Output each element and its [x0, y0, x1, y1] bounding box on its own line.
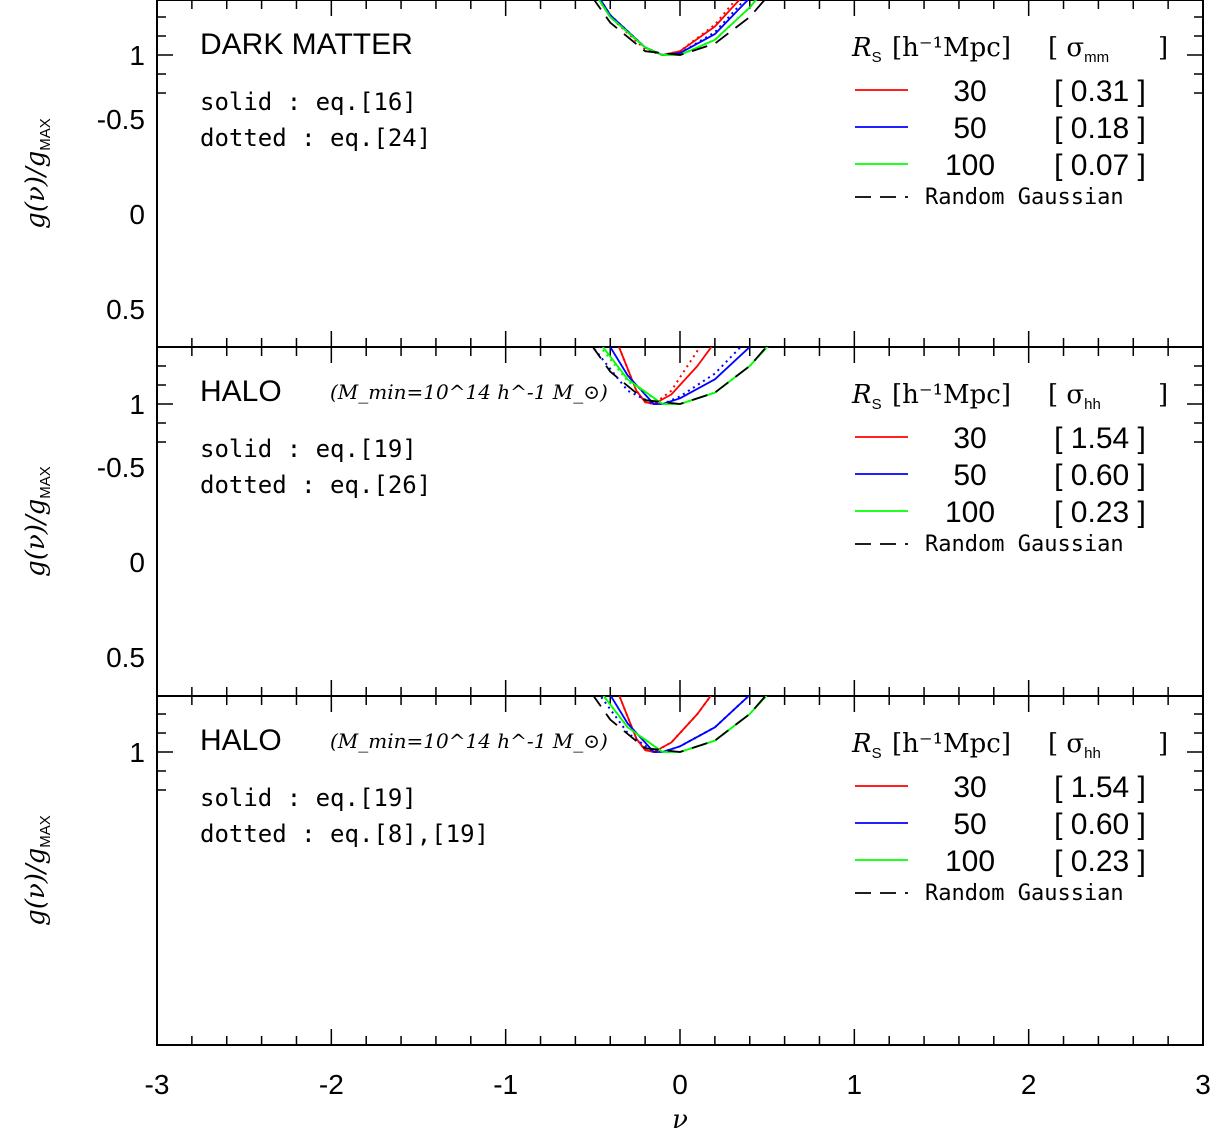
method-solid: solid : eq.[19] [200, 435, 417, 463]
y-tick-label: 0 [129, 199, 145, 230]
legend-header-close: ] [1158, 33, 1168, 63]
legend-rs-value: 100 [945, 496, 995, 529]
legend-sigma-value: [ 0.60 ] [1054, 808, 1146, 841]
x-tick-label: -2 [319, 1069, 344, 1100]
legend-header-sigma-sub: hh [1084, 396, 1101, 413]
legend-header-rs: RS [851, 380, 882, 413]
method-solid: solid : eq.[16] [200, 88, 417, 116]
y-tick-label: 1 [129, 40, 145, 71]
legend-header-rs: RS [851, 33, 882, 66]
x-tick-label: 2 [1021, 1069, 1037, 1100]
y-tick-label: 1 [129, 737, 145, 768]
legend-header-sigma-sub: hh [1084, 745, 1101, 762]
y-tick-label: -0.5 [97, 104, 145, 135]
legend-rs-value: 30 [953, 771, 986, 804]
legend-header-close: ] [1158, 729, 1168, 759]
series-line-1 [598, 0, 741, 56]
legend-rs-value: 50 [953, 808, 986, 841]
legend-header-sigma: [ σhh [1048, 729, 1101, 762]
series-line-6 [599, 347, 769, 405]
series-group [591, 347, 769, 405]
legend-header-rs-sub: S [872, 49, 882, 66]
y-tick-label: -0.5 [97, 452, 145, 483]
legend-sigma-value: [ 0.31 ] [1054, 75, 1146, 108]
x-tick-label: -3 [145, 1069, 170, 1100]
legend-rs-value: 30 [953, 422, 986, 455]
legend-header-sigma: [ σhh [1048, 380, 1101, 413]
legend-sigma-value: [ 0.18 ] [1054, 112, 1146, 145]
y-tick-label: 0.5 [106, 294, 145, 325]
x-tick-label: 3 [1195, 1069, 1211, 1100]
series-line-7 [593, 0, 766, 56]
panel-condition: (M_min=10^14 h^-1 M_⊙) [330, 380, 608, 404]
legend-header-sigma-sub: mm [1084, 49, 1109, 66]
method-solid: solid : eq.[19] [200, 784, 417, 812]
panel-condition: (M_min=10^14 h^-1 M_⊙) [330, 729, 608, 753]
legend-sigma-value: [ 1.54 ] [1054, 422, 1146, 455]
series-line-7 [591, 347, 768, 405]
legend-header-rs-sub: S [872, 396, 882, 413]
legend-rs-value: 100 [945, 149, 995, 182]
series-line-7 [592, 696, 767, 753]
x-tick-label: 1 [847, 1069, 863, 1100]
series-group [592, 696, 768, 753]
legend-sigma-value: [ 0.07 ] [1054, 149, 1146, 182]
series-group [593, 0, 766, 56]
x-axis-label: ν [672, 1105, 688, 1135]
y-tick-label: 1 [129, 389, 145, 420]
legend-header-unit: [h⁻¹Mpc] [892, 33, 1011, 63]
legend-header-rs: RS [851, 729, 882, 762]
y-axis-label: g(ν)/gMAX [21, 466, 54, 577]
legend-sigma-value: [ 0.60 ] [1054, 459, 1146, 492]
panel-title: HALO [200, 724, 282, 757]
legend-header-sigma: [ σmm [1048, 33, 1109, 66]
y-axis-label: g(ν)/gMAX [21, 118, 54, 229]
panel-frame [156, 346, 1204, 697]
y-axis-label-sub: MAX [37, 118, 54, 151]
method-dotted: dotted : eq.[26] [200, 471, 431, 499]
method-dotted: dotted : eq.[8],[19] [200, 820, 489, 848]
legend-rs-value: 50 [953, 459, 986, 492]
series-line-3 [609, 347, 751, 405]
legend-header-unit: [h⁻¹Mpc] [892, 729, 1011, 759]
y-tick-label: 0.5 [106, 642, 145, 673]
legend-sigma-value: [ 0.23 ] [1054, 496, 1146, 529]
legend-rs-value: 100 [945, 845, 995, 878]
legend-rs-value: 30 [953, 75, 986, 108]
panel-frame [156, 695, 1204, 1046]
legend-header-close: ] [1158, 380, 1168, 410]
legend-sigma-value: [ 1.54 ] [1054, 771, 1146, 804]
x-tick-label: -1 [493, 1069, 518, 1100]
legend-gaussian-label: Random Gaussian [925, 881, 1124, 906]
series-line-3 [609, 696, 750, 753]
y-axis-label-sub: MAX [37, 815, 54, 848]
panel-1: 1 0.5 0 -0.5 g(ν)/gMAX DARK MATTER solid : eq.… [21, 0, 1204, 348]
legend-header-rs-sub: S [872, 745, 882, 762]
panel-title: DARK MATTER [200, 28, 413, 61]
series-line-4 [599, 0, 746, 56]
y-tick-label: 0 [129, 547, 145, 578]
panel-2: 1 0.5 0 -0.5 g(ν)/gMAX HALO (M_min=10^14 h^-1 … [21, 104, 1204, 697]
panel-3: 1 0.5 0 -0.5 g(ν)/gMAX HALO (M_min=10^14 h^-1 … [21, 452, 1204, 1046]
legend-rs-value: 50 [953, 112, 986, 145]
legend-gaussian-label: Random Gaussian [925, 532, 1124, 557]
y-axis-label: g(ν)/gMAX [21, 815, 54, 926]
x-tick-label: 0 [672, 1069, 688, 1100]
legend-header-unit: [h⁻¹Mpc] [892, 380, 1011, 410]
legend-gaussian-label: Random Gaussian [925, 185, 1124, 210]
panel-title: HALO [200, 375, 282, 408]
y-axis-label-sub: MAX [37, 466, 54, 499]
method-dotted: dotted : eq.[24] [200, 124, 431, 152]
legend-sigma-value: [ 0.23 ] [1054, 845, 1146, 878]
